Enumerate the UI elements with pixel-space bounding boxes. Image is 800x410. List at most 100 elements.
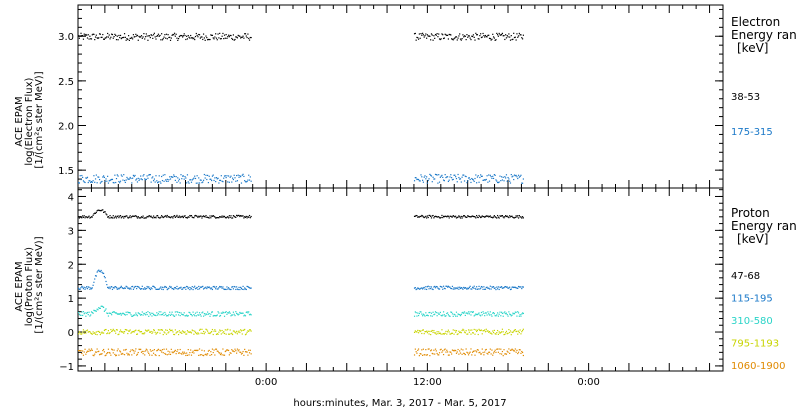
data-point bbox=[471, 286, 474, 288]
data-point bbox=[436, 33, 438, 35]
data-point bbox=[423, 36, 425, 38]
data-point bbox=[175, 314, 177, 316]
data-point bbox=[202, 33, 205, 35]
data-point bbox=[431, 329, 433, 332]
data-point bbox=[228, 354, 230, 356]
data-point bbox=[461, 329, 463, 332]
data-point bbox=[111, 349, 114, 351]
data-point bbox=[455, 36, 458, 38]
data-point bbox=[508, 178, 510, 180]
data-point bbox=[492, 177, 495, 180]
data-point bbox=[238, 286, 240, 289]
data-point bbox=[163, 180, 165, 182]
data-point bbox=[132, 314, 135, 317]
data-point bbox=[92, 180, 94, 182]
data-point bbox=[183, 351, 185, 353]
data-point bbox=[182, 175, 185, 177]
data-point bbox=[207, 353, 209, 355]
data-point bbox=[178, 36, 180, 38]
data-point bbox=[227, 333, 230, 335]
data-point bbox=[219, 286, 222, 288]
data-point bbox=[182, 215, 184, 217]
data-point bbox=[144, 36, 147, 38]
data-point bbox=[496, 32, 498, 35]
data-point bbox=[193, 313, 195, 316]
data-point bbox=[113, 311, 115, 313]
data-point bbox=[519, 314, 521, 316]
data-point bbox=[494, 287, 496, 289]
data-point bbox=[415, 312, 417, 314]
data-point bbox=[88, 180, 90, 182]
data-point bbox=[159, 217, 161, 219]
data-point bbox=[235, 332, 237, 334]
data-point bbox=[467, 215, 470, 217]
data-point bbox=[141, 285, 143, 287]
data-point bbox=[218, 217, 220, 219]
data-point bbox=[82, 180, 85, 182]
data-point bbox=[165, 353, 167, 355]
data-point bbox=[174, 311, 176, 313]
data-point bbox=[478, 352, 480, 354]
data-point bbox=[439, 311, 441, 313]
data-point bbox=[207, 286, 210, 289]
data-point bbox=[145, 330, 147, 332]
data-point bbox=[127, 287, 129, 289]
data-point bbox=[453, 350, 455, 352]
data-point bbox=[212, 214, 214, 217]
data-point bbox=[207, 286, 209, 288]
data-point bbox=[231, 217, 233, 219]
data-point bbox=[160, 216, 162, 218]
data-point bbox=[480, 174, 482, 176]
data-point bbox=[140, 217, 142, 219]
data-point bbox=[438, 38, 441, 40]
data-point bbox=[196, 286, 198, 289]
data-point bbox=[188, 311, 190, 313]
data-point bbox=[220, 312, 222, 314]
data-point bbox=[109, 287, 111, 290]
data-point bbox=[102, 33, 104, 36]
data-point bbox=[247, 354, 249, 356]
data-point bbox=[426, 286, 429, 288]
data-point bbox=[120, 285, 122, 287]
data-point bbox=[457, 37, 459, 39]
data-point bbox=[78, 35, 80, 37]
data-point bbox=[157, 216, 160, 218]
data-point bbox=[127, 353, 130, 355]
data-point bbox=[88, 38, 90, 40]
data-point bbox=[518, 331, 520, 334]
data-point bbox=[215, 217, 218, 219]
data-point bbox=[198, 285, 200, 288]
data-point bbox=[442, 37, 445, 40]
data-point bbox=[415, 288, 417, 291]
data-point bbox=[139, 348, 141, 351]
data-point bbox=[448, 286, 450, 288]
data-point bbox=[102, 38, 105, 40]
data-point bbox=[136, 35, 138, 37]
data-point bbox=[123, 179, 126, 182]
data-point bbox=[172, 217, 174, 219]
data-point bbox=[430, 286, 433, 288]
data-point bbox=[100, 305, 102, 307]
data-point bbox=[415, 331, 417, 333]
data-point bbox=[429, 173, 431, 176]
data-point bbox=[239, 215, 241, 218]
data-point bbox=[492, 331, 495, 334]
data-point bbox=[420, 330, 422, 332]
data-point bbox=[165, 179, 167, 181]
legend-entry: 115-195 bbox=[731, 294, 773, 305]
data-point bbox=[178, 311, 180, 314]
data-point bbox=[121, 37, 123, 39]
data-point bbox=[476, 216, 479, 218]
data-point bbox=[104, 329, 106, 331]
data-point bbox=[517, 287, 519, 290]
data-point bbox=[169, 286, 172, 288]
data-point bbox=[518, 32, 520, 35]
data-point bbox=[236, 214, 238, 216]
data-point bbox=[209, 38, 211, 41]
data-point bbox=[133, 215, 135, 217]
data-point bbox=[134, 314, 136, 316]
data-point bbox=[512, 312, 514, 314]
data-point bbox=[223, 177, 225, 179]
data-point bbox=[140, 288, 143, 290]
data-point bbox=[114, 311, 116, 314]
